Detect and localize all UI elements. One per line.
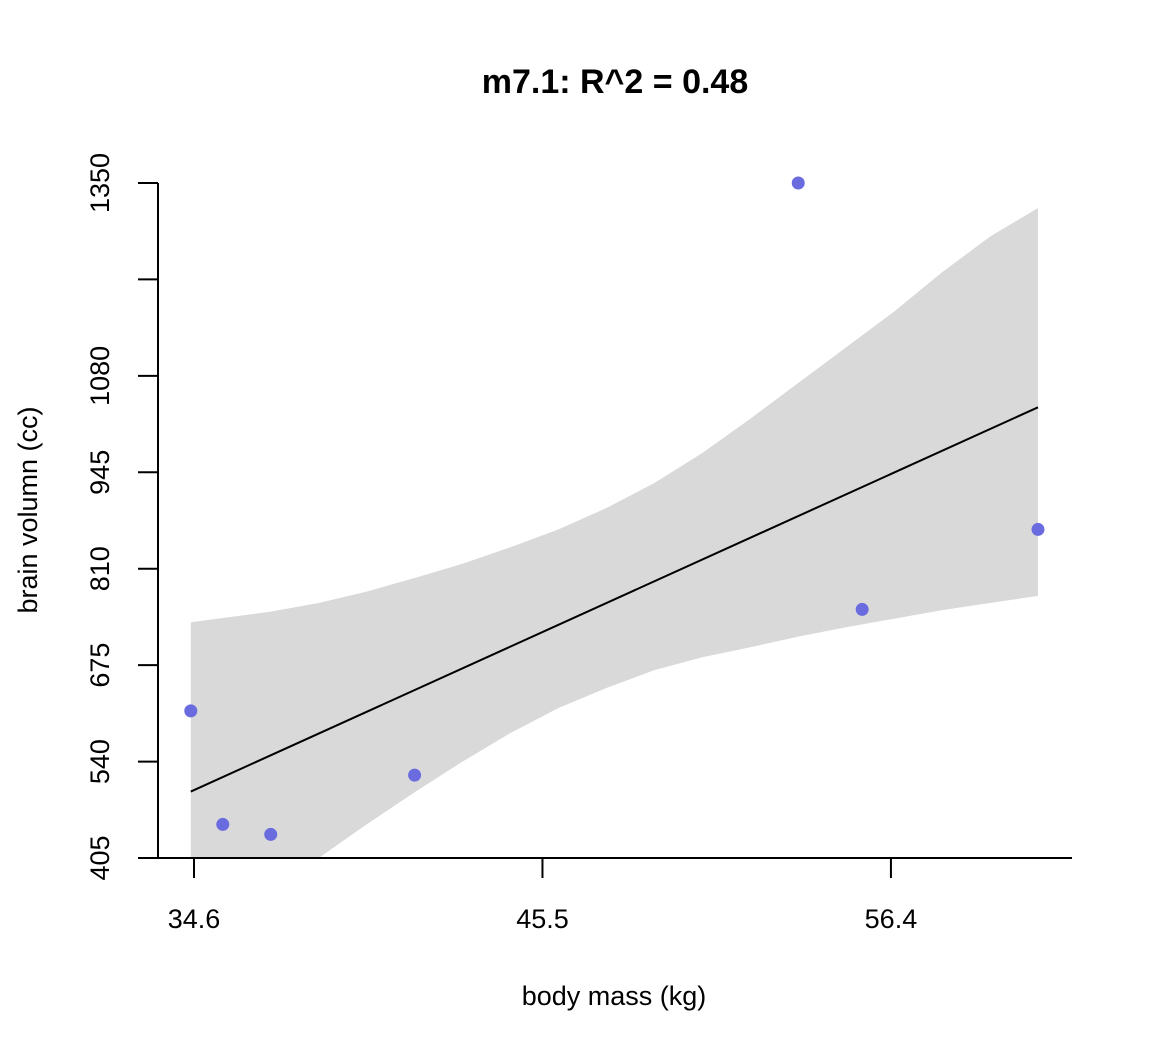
x-axis-label: body mass (kg) bbox=[522, 981, 707, 1011]
regression-line bbox=[190, 406, 1039, 793]
data-point bbox=[184, 704, 198, 718]
data-point bbox=[791, 176, 805, 190]
data-points bbox=[184, 176, 1045, 841]
confidence-band bbox=[190, 208, 1038, 859]
x-tick-label: 56.4 bbox=[865, 904, 918, 934]
data-point bbox=[264, 827, 278, 841]
x-tick-label: 45.5 bbox=[516, 904, 569, 934]
axes: 34.6 45.5 56.4 405 540 675 810 945 1080 1350 bbox=[85, 153, 1072, 934]
x-tick-label: 34.6 bbox=[168, 904, 221, 934]
chart-title: m7.1: R^2 = 0.48 bbox=[482, 63, 749, 101]
data-point bbox=[1031, 522, 1045, 536]
data-point bbox=[408, 768, 422, 782]
y-tick-label: 405 bbox=[85, 835, 115, 880]
y-tick-label: 1080 bbox=[85, 346, 115, 406]
y-tick-label: 810 bbox=[85, 546, 115, 591]
y-tick-label: 1350 bbox=[85, 153, 115, 213]
y-tick-label: 945 bbox=[85, 450, 115, 495]
y-tick-label: 675 bbox=[85, 643, 115, 688]
y-tick-label: 540 bbox=[85, 739, 115, 784]
data-point bbox=[855, 602, 869, 616]
data-point bbox=[216, 817, 230, 831]
regression-line-layer bbox=[190, 406, 1039, 793]
confidence-band-layer bbox=[190, 208, 1038, 859]
y-axis-label: brain volumn (cc) bbox=[13, 406, 43, 613]
